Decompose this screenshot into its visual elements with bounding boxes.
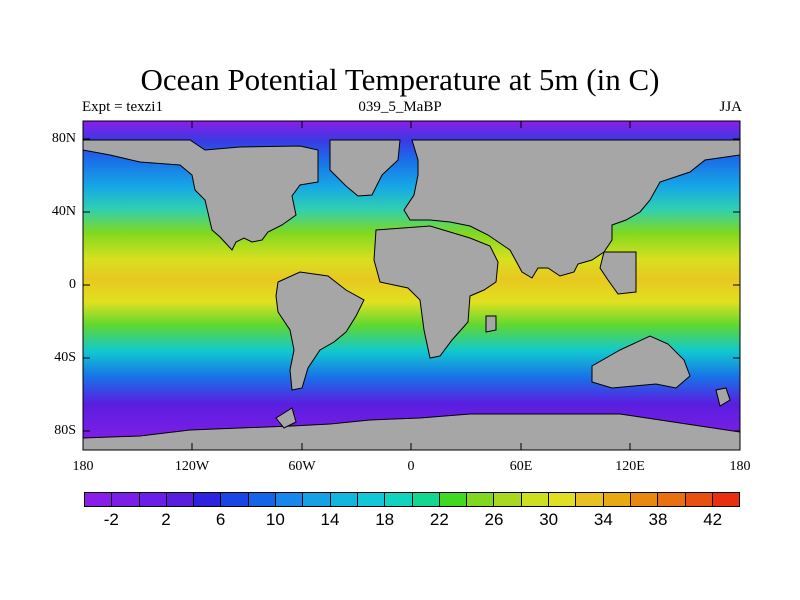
lon-label-0: 0	[407, 459, 415, 474]
colorbar-box	[576, 493, 604, 506]
lat-label-40s: 40S	[54, 350, 76, 365]
colorbar-box	[685, 493, 713, 506]
map-title: Ocean Potential Temperature at 5m (in C)	[140, 62, 660, 97]
africa	[373, 225, 499, 359]
experiment-label: Expt = texzi1	[82, 99, 163, 115]
colorbar-tick-label: 18	[375, 510, 395, 529]
colorbar-box	[630, 493, 659, 506]
lat-label-80s: 80S	[54, 423, 76, 438]
lat-label-0: 0	[69, 277, 76, 292]
colorbar-box	[330, 493, 358, 506]
australia	[591, 335, 691, 389]
colorbar-tick-label: 26	[484, 510, 504, 529]
colorbar-box	[194, 493, 222, 506]
antarctic-peninsula	[275, 407, 297, 429]
colorbar-box	[521, 493, 550, 506]
lat-label-80n: 80N	[51, 131, 76, 146]
north-america	[82, 139, 319, 251]
india-se-asia	[599, 251, 637, 295]
colorbar-box	[166, 493, 195, 506]
colorbar-box	[603, 493, 631, 506]
colorbar-tick-label: 22	[429, 510, 449, 529]
colorbar-tick-label: 42	[703, 510, 723, 529]
colorbar-box	[276, 493, 304, 506]
land-masses	[82, 139, 741, 451]
colorbar-tick-label: 34	[593, 510, 613, 529]
colorbar-box	[658, 493, 686, 506]
south-america	[275, 271, 365, 391]
new-zealand	[715, 387, 731, 407]
colorbar-tick-label: 6	[215, 510, 226, 529]
colorbar-box	[549, 493, 577, 506]
colorbar-box	[248, 493, 277, 506]
colorbar	[84, 492, 740, 507]
colorbar-box	[112, 493, 140, 506]
lon-label-60w: 60W	[288, 459, 316, 474]
colorbar-box	[357, 493, 386, 506]
colorbar-box	[385, 493, 413, 506]
colorbar-tick-label: -2	[103, 510, 119, 529]
lon-label-120w: 120W	[174, 459, 210, 474]
colorbar-tick-label: 38	[648, 510, 668, 529]
antarctica	[82, 413, 741, 451]
lon-label-180w: 180	[72, 459, 94, 474]
madagascar	[485, 315, 497, 333]
colorbar-box	[712, 493, 740, 506]
colorbar-box	[139, 493, 167, 506]
lon-label-120e: 120E	[615, 459, 645, 474]
colorbar-box	[412, 493, 440, 506]
axis-ticks	[83, 121, 740, 450]
colorbar-box	[303, 493, 331, 506]
colorbar-tick-label: 2	[161, 510, 171, 529]
greenland	[329, 139, 401, 197]
eurasia	[403, 139, 741, 279]
season-label: JJA	[719, 99, 742, 115]
lon-label-60e: 60E	[509, 459, 533, 474]
colorbar-tick-label: 14	[320, 510, 340, 529]
colorbar-box	[494, 493, 522, 506]
colorbar-box	[439, 493, 468, 506]
colorbar-box	[467, 493, 495, 506]
colorbar-tick-label: 30	[539, 510, 559, 529]
lat-label-40n: 40N	[51, 204, 76, 219]
colorbar-tick-label: 10	[265, 510, 285, 529]
colorbar-box	[221, 493, 249, 506]
colorbar-box	[85, 493, 113, 506]
lon-label-180e: 180	[729, 459, 751, 474]
run-label: 039_5_MaBP	[358, 99, 442, 115]
